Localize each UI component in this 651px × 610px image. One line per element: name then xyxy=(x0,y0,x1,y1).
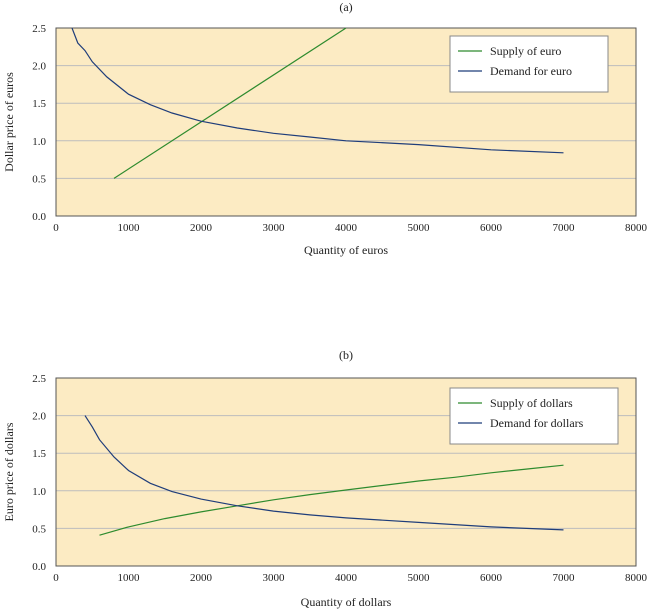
legend-label: Demand for dollars xyxy=(490,416,584,430)
y-tick-label: 2.0 xyxy=(32,411,46,423)
x-tick-label: 6000 xyxy=(480,222,503,234)
y-axis-label: Dollar price of euros xyxy=(2,72,16,172)
y-tick-label: 1.5 xyxy=(32,448,46,460)
plot-frame xyxy=(55,377,637,567)
x-tick-label: 1000 xyxy=(118,572,141,584)
y-tick-label: 2.0 xyxy=(32,61,46,73)
chart-panel-a: (a) Quantity of euros Dollar price of eu… xyxy=(2,0,648,257)
x-axis-label: Quantity of dollars xyxy=(301,595,392,609)
y-tick-label: 0.0 xyxy=(32,561,46,573)
x-tick-label: 7000 xyxy=(553,222,576,234)
x-tick-label: 7000 xyxy=(553,572,576,584)
legend-label: Supply of euro xyxy=(490,44,561,58)
x-tick-label: 0 xyxy=(53,222,59,234)
series-line-demand xyxy=(71,28,564,154)
y-tick-label: 1.0 xyxy=(32,486,46,498)
series-line-supply xyxy=(99,464,564,536)
legend-label: Demand for euro xyxy=(490,64,572,78)
legend-box xyxy=(449,387,619,445)
x-tick-label: 1000 xyxy=(118,222,141,234)
x-tick-label: 6000 xyxy=(480,572,503,584)
y-tick-label: 1.5 xyxy=(32,98,46,110)
chart-panel-b: (b) Quantity of dollars Euro price of do… xyxy=(2,348,648,609)
x-tick-label: 3000 xyxy=(263,572,286,584)
legend-box xyxy=(449,35,609,93)
x-axis-label: Quantity of euros xyxy=(304,243,388,257)
x-tick-label: 5000 xyxy=(408,572,431,584)
y-tick-label: 0.5 xyxy=(32,523,46,535)
y-tick-label: 2.5 xyxy=(32,23,46,35)
y-tick-label: 0.0 xyxy=(32,211,46,223)
y-axis-label: Euro price of dollars xyxy=(2,422,16,521)
y-tick-label: 2.5 xyxy=(32,373,46,385)
x-tick-label: 3000 xyxy=(263,222,286,234)
x-tick-label: 8000 xyxy=(625,222,648,234)
series-line-demand xyxy=(84,415,564,531)
x-tick-label: 4000 xyxy=(335,222,358,234)
chart-title: (a) xyxy=(339,0,352,14)
x-tick-label: 2000 xyxy=(190,222,213,234)
x-tick-label: 0 xyxy=(53,572,59,584)
x-tick-label: 4000 xyxy=(335,572,358,584)
x-tick-label: 5000 xyxy=(408,222,431,234)
series-line-supply xyxy=(113,28,347,179)
chart-title: (b) xyxy=(339,348,353,362)
legend-label: Supply of dollars xyxy=(490,396,573,410)
y-tick-label: 0.5 xyxy=(32,173,46,185)
x-tick-label: 2000 xyxy=(190,572,213,584)
x-tick-label: 8000 xyxy=(625,572,648,584)
y-tick-label: 1.0 xyxy=(32,136,46,148)
